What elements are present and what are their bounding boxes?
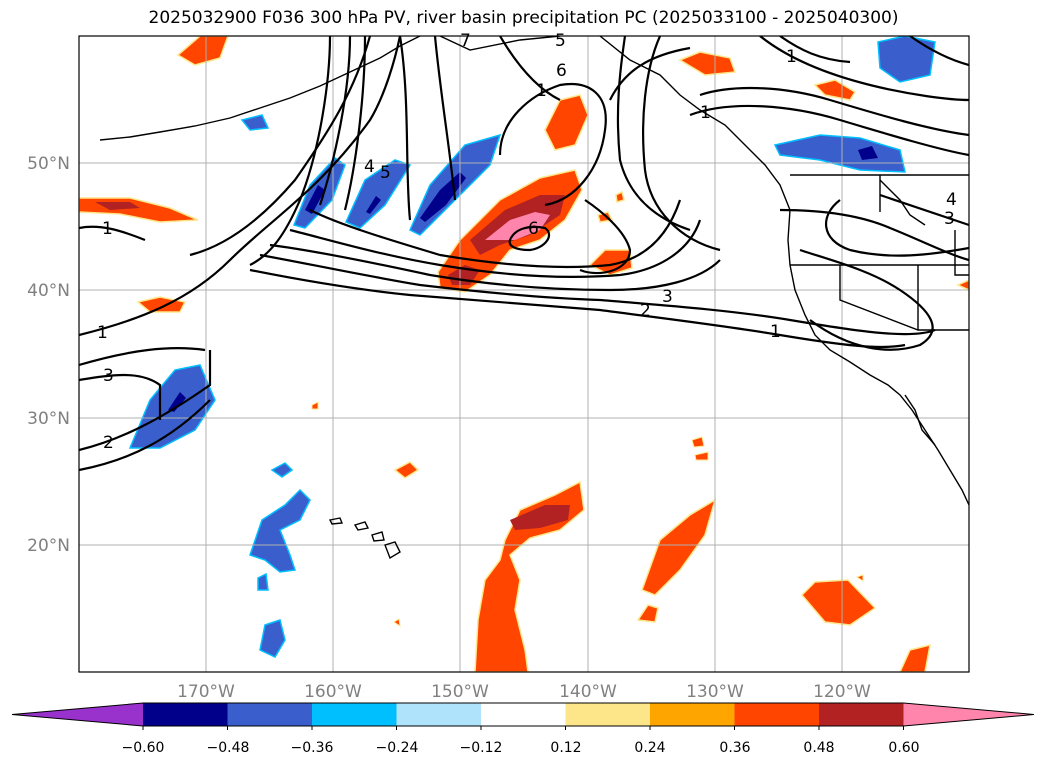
lat-label: 30°N [27,409,70,429]
contour-label: 2 [640,301,651,321]
map-title: 2025032900 F036 300 hPa PV, river basin … [148,8,899,28]
negative-anomaly-patches [128,36,936,658]
contour-label: 5 [380,163,391,183]
coastlines [99,36,969,560]
contour-label: 4 [946,190,957,210]
lat-label: 40°N [27,281,70,301]
colorbar-tick-labels: −0.60 −0.48 −0.36 −0.24 −0.12 0.12 0.24 … [122,740,920,756]
contour-label: 1 [770,322,781,342]
colorbar-segment [734,703,820,726]
contour-label: 1 [536,81,547,101]
contour-label: 7 [460,31,471,51]
colorbar-segment [312,703,397,726]
lat-label: 20°N [27,536,70,556]
contour-label: 3 [944,209,955,229]
colorbar-segment [650,703,735,726]
contour-label: 1 [97,323,108,343]
colorbar-segment [565,703,651,726]
colorbar-extend-max [903,703,1034,726]
lon-label: 160°W [304,682,362,702]
colorbar-tick-label: 0.36 [719,740,750,756]
colorbar [11,702,1035,730]
colorbar-segment [819,703,904,726]
contour-label: 3 [662,287,673,307]
colorbar-segment [143,703,228,726]
contour-label: 2 [103,433,114,453]
pv-contours [79,36,969,472]
positive-anomaly-patches [79,36,969,672]
contour-label: 3 [103,366,114,386]
colorbar-segment [481,703,566,726]
colorbar-segment [227,703,313,726]
lat-label: 50°N [27,154,70,174]
map-frame [78,35,970,673]
contour-label: 5 [555,31,566,51]
contour-label: 6 [556,61,567,81]
colorbar-tick-label: −0.36 [291,740,334,756]
colorbar-tick-label: 0.12 [550,740,581,756]
lon-label: 140°W [559,682,617,702]
lon-label: 130°W [686,682,744,702]
contour-label: 1 [700,103,711,123]
colorbar-segment [396,703,482,726]
gridlines [79,36,969,672]
lon-label: 120°W [813,682,871,702]
contour-label: 6 [528,219,539,239]
colorbar-extend-min [12,703,143,726]
colorbar-tick-label: 0.48 [803,740,834,756]
colorbar-tick-label: −0.24 [376,740,419,756]
lon-label: 170°W [177,682,235,702]
latitude-labels: 20°N 30°N 40°N 50°N [27,154,70,556]
precipitation-shading [79,36,969,672]
colorbar-tick-label: −0.12 [460,740,503,756]
colorbar-tick-label: 0.24 [634,740,665,756]
contour-label: 1 [102,219,113,239]
contour-label: 1 [786,47,797,67]
colorbar-tick-label: 0.60 [888,740,919,756]
contour-label: 4 [364,157,375,177]
colorbar-tick-label: −0.60 [122,740,165,756]
longitude-labels: 170°W 160°W 150°W 140°W 130°W 120°W [177,682,871,702]
colorbar-tick-label: −0.48 [207,740,250,756]
contour-labels: 1 1 1 1 1 1 2 2 3 3 3 4 4 5 5 6 6 7 [97,31,957,453]
lon-label: 150°W [431,682,489,702]
